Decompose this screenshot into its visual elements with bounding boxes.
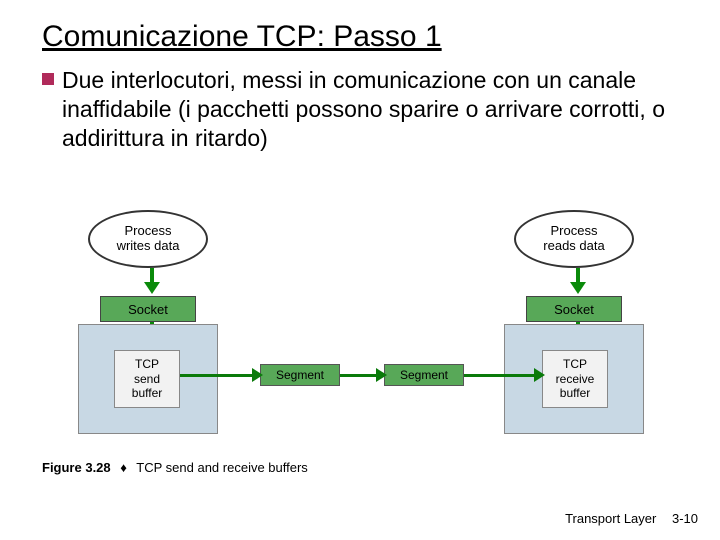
square-bullet-icon xyxy=(42,73,54,85)
caption-text: TCP send and receive buffers xyxy=(136,460,308,475)
tcp-send-buffer: TCPsendbuffer xyxy=(114,350,180,408)
footer-page: 3-10 xyxy=(672,511,698,526)
figure-caption: Figure 3.28 ♦ TCP send and receive buffe… xyxy=(42,460,308,475)
slide-footer: Transport Layer 3-10 xyxy=(565,511,698,526)
right-arrow-icon xyxy=(252,368,263,382)
process-writes-ellipse: Processwrites data xyxy=(88,210,208,268)
tcp-receive-buffer: TCPreceivebuffer xyxy=(542,350,608,408)
right-arrow-icon xyxy=(376,368,387,382)
bullet-item: Due interlocutori, messi in comunicazion… xyxy=(0,66,720,152)
tcp-buffers-diagram: Processwrites data Processreads data Soc… xyxy=(42,210,678,470)
down-arrow-icon xyxy=(144,268,160,294)
figure-label: Figure 3.28 xyxy=(42,460,111,475)
caption-sep-icon: ♦ xyxy=(120,460,127,475)
socket-right: Socket xyxy=(526,296,622,322)
connector-line xyxy=(180,374,542,377)
bullet-text: Due interlocutori, messi in comunicazion… xyxy=(62,66,678,152)
segment-box: Segment xyxy=(260,364,340,386)
segment-box: Segment xyxy=(384,364,464,386)
down-arrow-icon xyxy=(570,268,586,294)
slide-title: Comunicazione TCP: Passo 1 xyxy=(0,0,720,66)
socket-left: Socket xyxy=(100,296,196,322)
process-reads-ellipse: Processreads data xyxy=(514,210,634,268)
right-arrow-icon xyxy=(534,368,545,382)
footer-section: Transport Layer xyxy=(565,511,656,526)
